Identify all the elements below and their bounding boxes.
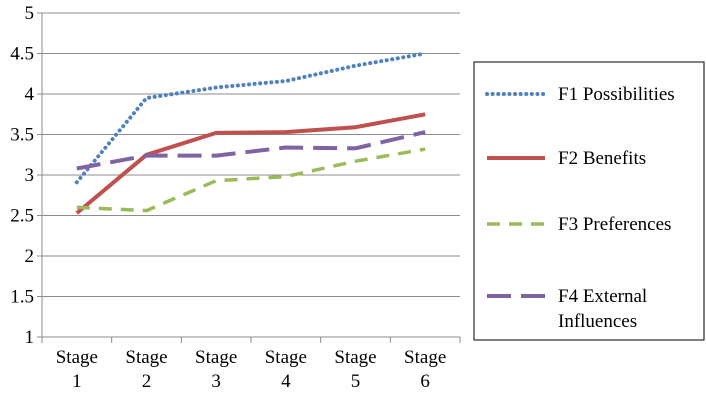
y-tick-label: 1 <box>25 327 35 348</box>
x-tick-label: Stage 5 <box>334 347 376 392</box>
legend-label-line: F1 Possibilities <box>558 84 675 105</box>
series-line-2 <box>75 112 426 215</box>
x-tick-label-line: Stage <box>334 347 376 368</box>
series-line-3 <box>76 147 426 213</box>
y-tick-label: 4 <box>25 84 35 105</box>
x-tick-label-line: Stage <box>125 347 167 368</box>
x-tick-label-line: Stage <box>404 347 446 368</box>
y-tick-label: 2.5 <box>10 206 34 227</box>
y-tick-label: 3.5 <box>10 125 34 146</box>
legend-label-line: F4 External <box>558 286 647 307</box>
legend: F1 Possibilities F2 Benefits F3 Preference… <box>473 61 705 341</box>
x-tick-label: Stage 1 <box>56 347 98 392</box>
x-tick-label-line: 5 <box>351 371 361 392</box>
y-axis-ticks: 1 1.5 2 2.5 3 3.5 4 4.5 5 <box>10 3 42 348</box>
series-lines <box>74 51 428 215</box>
legend-label-line: F3 Preferences <box>558 214 671 235</box>
y-tick-label: 4.5 <box>10 44 34 65</box>
x-tick-label-line: 3 <box>211 371 221 392</box>
y-tick-label: 5 <box>25 3 35 24</box>
x-tick-label-line: Stage <box>195 347 237 368</box>
y-tick-label: 1.5 <box>10 287 34 308</box>
x-tick-label-line: Stage <box>56 347 98 368</box>
x-tick-label-line: 6 <box>420 371 430 392</box>
x-tick-label-line: 2 <box>142 371 152 392</box>
legend-label: F1 Possibilities <box>558 84 675 105</box>
legend-label-line: F2 Benefits <box>558 148 646 169</box>
x-tick-label-line: 4 <box>281 371 291 392</box>
series-line-4 <box>76 130 426 171</box>
legend-box <box>473 61 705 341</box>
x-tick-label: Stage 6 <box>404 347 446 392</box>
legend-label: F3 Preferences <box>558 214 671 235</box>
y-tick-label: 2 <box>25 246 35 267</box>
legend-label: F2 Benefits <box>558 148 646 169</box>
y-tick-label: 3 <box>25 165 35 186</box>
x-tick-label: Stage 3 <box>195 347 237 392</box>
series-line-1 <box>74 51 428 185</box>
legend-label-line: Influences <box>558 311 637 332</box>
gridlines <box>42 12 460 338</box>
x-tick-label: Stage 4 <box>265 347 307 392</box>
legend-label: F4 External Influences <box>558 286 647 332</box>
x-axis-ticks: Stage 1 Stage 2 Stage 3 Stage 4 Stage 5 Stage 6 <box>41 337 461 392</box>
x-tick-label: Stage 2 <box>125 347 167 392</box>
x-tick-label-line: Stage <box>265 347 307 368</box>
x-tick-label-line: 1 <box>72 371 82 392</box>
